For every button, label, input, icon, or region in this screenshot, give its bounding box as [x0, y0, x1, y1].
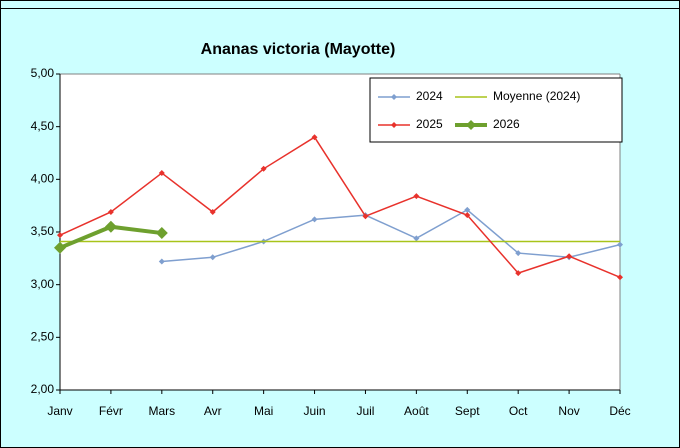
- x-tick-label: Sept: [455, 404, 480, 418]
- legend-marker: [466, 120, 476, 130]
- marker: [57, 232, 63, 239]
- x-tick-label: Mai: [254, 404, 273, 418]
- legend: [369, 77, 623, 143]
- marker: [566, 253, 573, 260]
- y-tick-label: 4,50: [31, 119, 55, 133]
- marker: [260, 165, 267, 172]
- marker: [107, 208, 114, 215]
- y-tick-label: 4,00: [31, 172, 55, 186]
- marker: [464, 212, 471, 219]
- marker: [413, 193, 420, 200]
- legend-label: Moyenne (2024): [493, 89, 580, 103]
- marker: [158, 170, 165, 177]
- x-tick-label: Déc: [609, 404, 630, 418]
- legend-label: 2024: [416, 89, 443, 103]
- legend-label: 2026: [493, 117, 520, 131]
- series-line: [161, 208, 621, 263]
- marker: [104, 220, 117, 233]
- x-tick-label: Août: [404, 404, 429, 418]
- marker: [617, 274, 623, 281]
- x-tick-label: Janv: [47, 404, 72, 418]
- legend-marker: [391, 94, 397, 100]
- y-tick-label: 2,00: [31, 382, 55, 396]
- chart-title: Ananas victoria (Mayotte): [201, 41, 396, 58]
- legend-marker: [391, 122, 397, 128]
- x-tick-label: Févr: [99, 404, 123, 418]
- marker: [155, 227, 168, 240]
- marker: [464, 206, 471, 213]
- x-tick-label: Nov: [558, 404, 579, 418]
- y-tick-label: 3,50: [31, 224, 55, 238]
- marker: [54, 241, 66, 254]
- series-line: [59, 136, 621, 278]
- marker: [617, 241, 623, 248]
- marker: [362, 213, 369, 220]
- y-tick-label: 3,00: [31, 277, 55, 291]
- marker: [311, 216, 318, 223]
- x-tick-label: Juin: [304, 404, 326, 418]
- x-tick-label: Juil: [356, 404, 374, 418]
- legend-label: 2025: [416, 117, 443, 131]
- x-tick-label: Oct: [509, 404, 528, 418]
- x-tick-label: Mars: [148, 404, 175, 418]
- marker: [158, 258, 165, 265]
- marker: [209, 208, 216, 215]
- marker: [209, 254, 216, 261]
- marker: [311, 134, 318, 141]
- y-tick-label: 5,00: [31, 66, 55, 80]
- y-tick-label: 2,50: [31, 330, 55, 344]
- x-tick-label: Avr: [204, 404, 222, 418]
- marker: [413, 235, 420, 242]
- marker: [515, 250, 522, 257]
- marker: [515, 270, 522, 277]
